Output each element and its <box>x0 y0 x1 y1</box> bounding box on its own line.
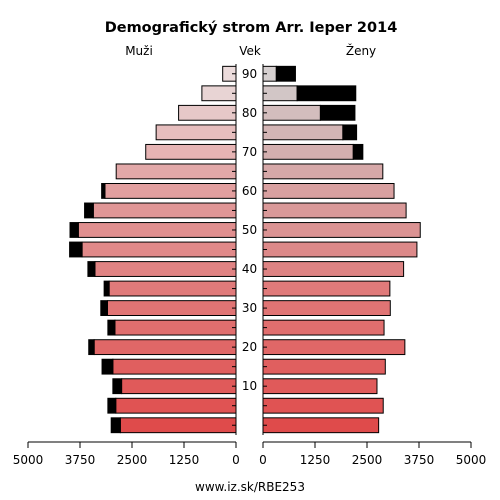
bar-female-65-69 <box>262 163 384 180</box>
bar-female-30-34 <box>262 300 391 316</box>
bar-male-70-74 <box>145 143 237 160</box>
bar-male-5-9 <box>115 397 237 414</box>
bar-male-75-79 <box>155 124 237 141</box>
bar-male-excess-40-44 <box>87 261 96 277</box>
bar-male-excess-50-54 <box>69 222 79 238</box>
bar-female-15-19 <box>262 358 386 375</box>
bar-female-60-64 <box>262 183 395 199</box>
bar-male-excess-10-14 <box>112 378 123 395</box>
bar-male-20-24 <box>93 339 237 356</box>
right-x-tick-label: 0 <box>259 453 267 467</box>
age-tick-label: 10 <box>242 379 257 393</box>
bar-female-35-39 <box>262 280 391 297</box>
age-tick-label: 70 <box>242 145 257 159</box>
axes-group: 10 20 30 40 50 60 70 80 90 5000 3750 2500 1250 0 0 1250… <box>13 64 487 467</box>
right-x-tick-label: 5000 <box>456 453 487 467</box>
bar-male-25-29 <box>114 319 237 336</box>
bar-female-excess-85-89 <box>296 85 357 102</box>
bar-female-5-9 <box>262 397 384 414</box>
bar-male-85-89 <box>201 85 237 102</box>
chart-title: Demografický strom Arr. Ieper 2014 <box>105 20 398 36</box>
bar-female-50-54 <box>262 222 421 238</box>
bar-female-10-14 <box>262 378 378 395</box>
bar-male-excess-35-39 <box>103 280 110 297</box>
age-tick-label: 30 <box>242 301 257 315</box>
age-tick-label: 40 <box>242 262 257 276</box>
bar-male-excess-5-9 <box>107 397 117 414</box>
age-header: Vek <box>239 44 261 58</box>
bar-male-40-44 <box>94 261 237 277</box>
bar-male-15-19 <box>112 358 237 375</box>
bar-male-excess-60-64 <box>101 183 106 199</box>
age-tick-label: 50 <box>242 223 257 237</box>
bar-female-excess-70-74 <box>352 143 364 160</box>
bar-female-25-29 <box>262 319 385 336</box>
left-x-tick-label: 0 <box>232 453 240 467</box>
male-header: Muži <box>125 44 153 58</box>
right-x-tick-label: 3750 <box>404 453 435 467</box>
bar-male-65-69 <box>115 163 237 180</box>
bar-male-excess-30-34 <box>100 300 108 316</box>
bar-male-80-84 <box>178 104 237 121</box>
bar-male-excess-55-59 <box>84 202 94 219</box>
bar-female-75-79 <box>262 124 344 141</box>
bar-female-70-74 <box>262 143 354 160</box>
bar-male-50-54 <box>77 222 237 238</box>
bar-female-excess-90+ <box>275 65 296 82</box>
age-tick-label: 80 <box>242 106 257 120</box>
age-tick-label: 60 <box>242 184 257 198</box>
bar-male-35-39 <box>108 280 237 297</box>
bar-female-45-49 <box>262 241 418 258</box>
left-x-tick-label: 3750 <box>65 453 96 467</box>
bars-group <box>69 65 421 434</box>
right-x-tick-label: 2500 <box>352 453 383 467</box>
bar-female-0-4 <box>262 417 380 434</box>
bar-male-excess-15-19 <box>101 358 114 375</box>
bar-male-60-64 <box>104 183 237 199</box>
bar-male-30-34 <box>106 300 237 316</box>
bar-male-excess-25-29 <box>107 319 116 336</box>
bar-female-20-24 <box>262 339 406 356</box>
bar-female-85-89 <box>262 85 298 102</box>
bar-female-excess-75-79 <box>342 124 358 141</box>
bar-female-40-44 <box>262 261 405 277</box>
bar-male-excess-0-4 <box>110 417 121 434</box>
left-x-tick-label: 1250 <box>169 453 200 467</box>
left-x-tick-label: 2500 <box>117 453 148 467</box>
bar-male-excess-20-24 <box>88 339 95 356</box>
age-tick-label: 90 <box>242 67 257 81</box>
bar-male-45-49 <box>81 241 237 258</box>
bar-female-55-59 <box>262 202 407 219</box>
bar-male-excess-45-49 <box>69 241 83 258</box>
bar-male-10-14 <box>121 378 237 395</box>
bar-female-excess-80-84 <box>319 104 356 121</box>
right-x-tick-label: 1250 <box>300 453 331 467</box>
female-header: Ženy <box>346 43 376 58</box>
footer-source: www.iz.sk/RBE253 <box>195 480 305 494</box>
bar-female-80-84 <box>262 104 321 121</box>
left-x-tick-label: 5000 <box>13 453 44 467</box>
bar-male-0-4 <box>119 417 237 434</box>
bar-male-55-59 <box>92 202 237 219</box>
age-tick-label: 20 <box>242 340 257 354</box>
